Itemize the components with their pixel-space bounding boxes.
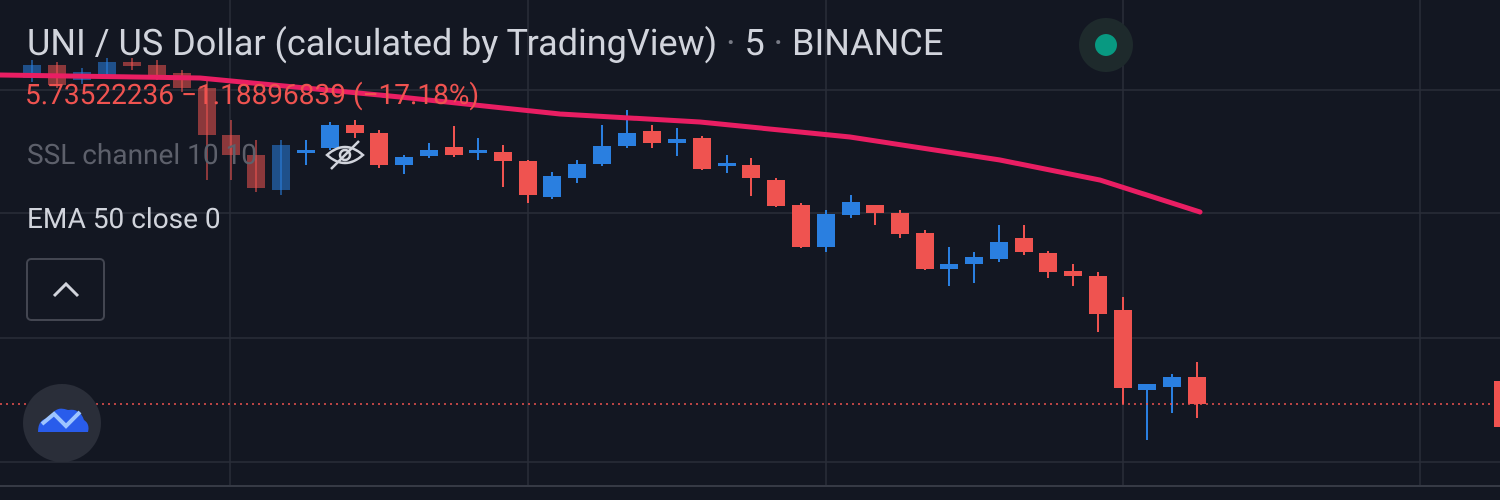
candle-body bbox=[297, 150, 315, 153]
candle-body bbox=[469, 150, 487, 153]
candle-body bbox=[148, 65, 166, 75]
candle-body bbox=[618, 133, 636, 146]
candle-body bbox=[346, 125, 364, 133]
candle-body bbox=[742, 165, 760, 178]
ema-line bbox=[0, 72, 1203, 215]
candle-body bbox=[1064, 271, 1082, 276]
candle-body bbox=[891, 213, 909, 234]
candle-body bbox=[494, 152, 512, 161]
separator: · bbox=[726, 22, 736, 64]
candle-body bbox=[866, 205, 884, 213]
grid bbox=[0, 0, 1500, 487]
logo-line bbox=[40, 410, 82, 429]
candle-body bbox=[98, 62, 116, 75]
candle-body bbox=[842, 202, 860, 215]
candle-body bbox=[543, 176, 561, 197]
candle-body bbox=[1089, 276, 1107, 314]
candle-body bbox=[767, 180, 785, 206]
interval: 5 bbox=[744, 22, 765, 64]
change: −1.18896839 bbox=[180, 78, 346, 111]
candle-body bbox=[370, 133, 388, 165]
candle-body bbox=[718, 163, 736, 166]
candle-body bbox=[247, 155, 265, 188]
candle-body bbox=[272, 145, 290, 190]
candle-body bbox=[1163, 377, 1181, 387]
candle-body bbox=[1114, 310, 1132, 388]
symbol: UNI / US Dollar (calculated by TradingVi… bbox=[27, 22, 718, 64]
candle-body bbox=[1015, 238, 1033, 252]
indicator-ema[interactable]: EMA 50 close 0 bbox=[27, 202, 221, 235]
candle-body bbox=[916, 233, 934, 269]
candle-body bbox=[568, 164, 586, 178]
candle-body bbox=[222, 135, 240, 155]
candle-body bbox=[668, 139, 686, 143]
change-percent: (−17.18%) bbox=[352, 78, 480, 111]
price-row: 5.73522236 −1.18896839 (−17.18%) bbox=[25, 78, 479, 111]
candle-body bbox=[198, 88, 216, 135]
candle-body bbox=[990, 242, 1008, 259]
candle-body bbox=[420, 150, 438, 156]
price: 5.73522236 bbox=[25, 78, 175, 111]
candle-body bbox=[445, 147, 463, 155]
candle-body bbox=[519, 161, 537, 195]
chevron-up bbox=[52, 281, 80, 298]
legend-title-row: UNI / US Dollar (calculated by TradingVi… bbox=[27, 22, 943, 64]
indicator-ssl[interactable]: SSL channel 10 10 bbox=[27, 138, 258, 171]
candle-body bbox=[965, 257, 983, 264]
candle-body bbox=[1188, 377, 1206, 404]
price-label-edge bbox=[1494, 381, 1500, 427]
status-dot bbox=[1095, 34, 1117, 56]
separator: · bbox=[773, 22, 784, 64]
candle-body bbox=[817, 214, 835, 247]
candle-body bbox=[123, 62, 141, 66]
candle-body bbox=[643, 131, 661, 143]
exchange: BINANCE bbox=[792, 22, 944, 64]
collapse-button[interactable] bbox=[26, 258, 105, 321]
candle-body bbox=[940, 264, 958, 269]
candle-body bbox=[1039, 253, 1057, 272]
candle-body bbox=[395, 157, 413, 165]
candle-body bbox=[593, 146, 611, 164]
candle-body bbox=[693, 138, 711, 169]
candle-body bbox=[321, 125, 339, 148]
candle-body bbox=[1138, 384, 1156, 390]
candle-body bbox=[792, 205, 810, 247]
hide-icon[interactable] bbox=[325, 140, 365, 170]
